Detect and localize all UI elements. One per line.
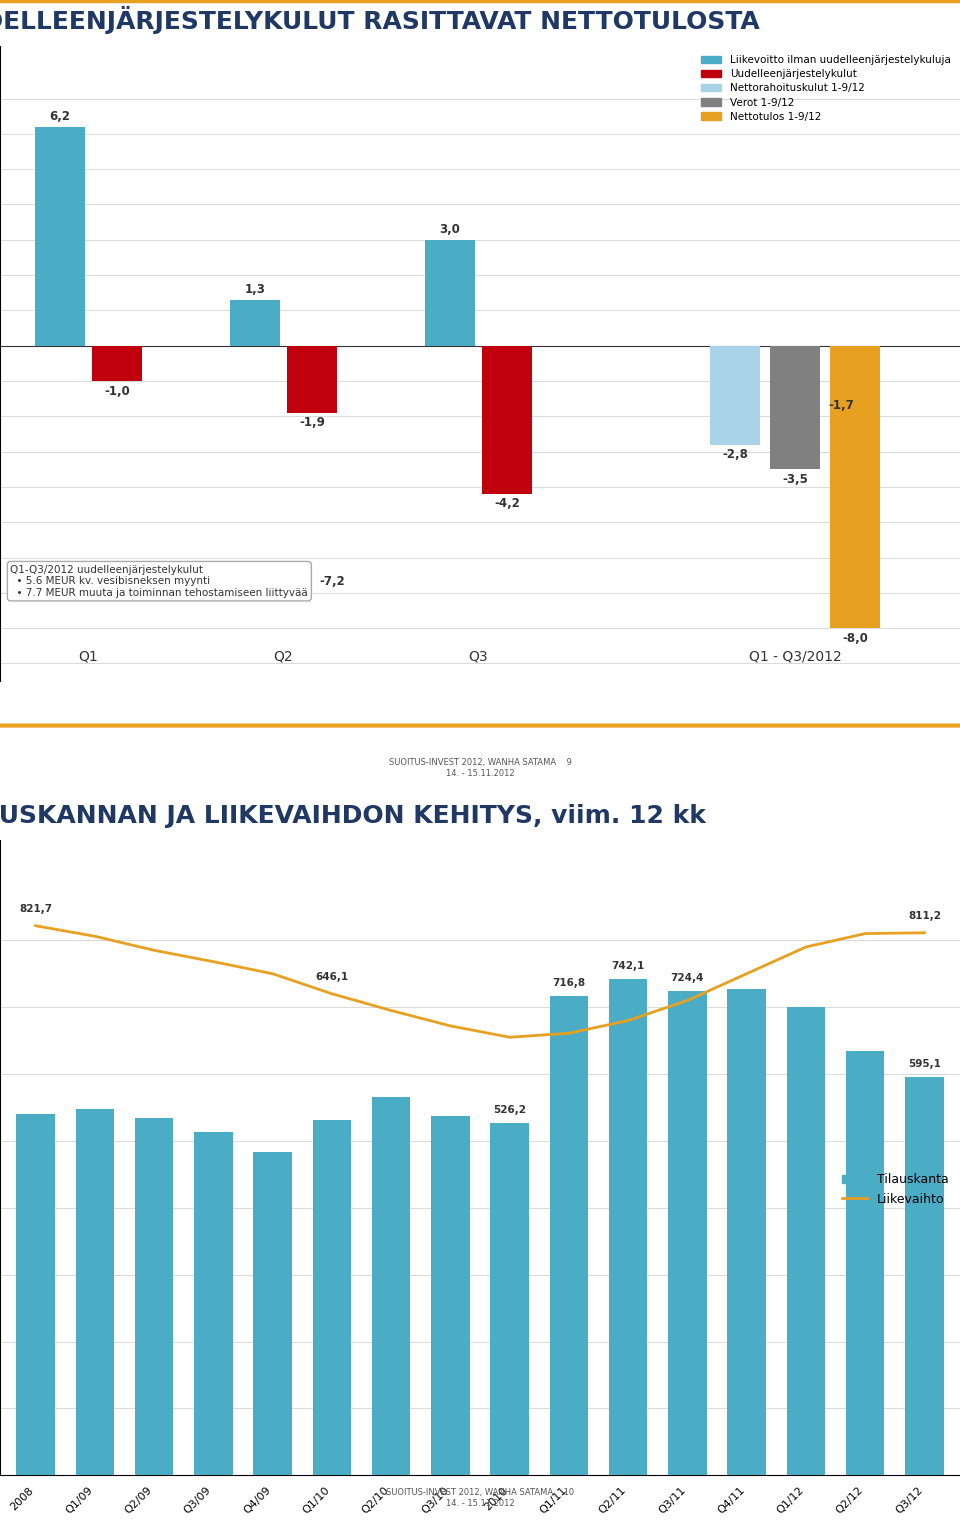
Text: TILAUSKANNAN JA LIIKEVAIHDON KEHITYS, viim. 12 kk: TILAUSKANNAN JA LIIKEVAIHDON KEHITYS, vi… (0, 805, 706, 829)
Bar (668, 990, 707, 1475)
Text: -1,9: -1,9 (300, 417, 324, 429)
Text: Q1-Q3/2012 uudelleenjärjestelykulut
  • 5.6 MEUR kv. vesibisneksen myynti
  • 7.: Q1-Q3/2012 uudelleenjärjestelykulut • 5.… (11, 564, 308, 598)
Bar (770, 345, 820, 470)
Text: -2,8: -2,8 (722, 449, 748, 461)
Bar (313, 1119, 351, 1475)
Bar (230, 300, 279, 345)
Text: SUOITUS-INVEST 2012, WANHA SATAMA    9
14. - 15.11.2012: SUOITUS-INVEST 2012, WANHA SATAMA 9 14. … (389, 759, 571, 777)
Text: Q1: Q1 (79, 649, 98, 663)
Text: -1,0: -1,0 (104, 385, 130, 397)
Text: 595,1: 595,1 (908, 1059, 941, 1069)
Bar (134, 1118, 174, 1475)
Bar (846, 1051, 884, 1475)
Bar (253, 1151, 292, 1475)
Bar (609, 980, 647, 1475)
Text: 646,1: 646,1 (315, 972, 348, 981)
Bar (92, 345, 142, 380)
Text: UUDELLEENJÄRJESTELYKULUT RASITTAVAT NETTOTULOSTA: UUDELLEENJÄRJESTELYKULUT RASITTAVAT NETT… (0, 6, 760, 33)
Legend: Tilauskanta, Liikevaihto: Tilauskanta, Liikevaihto (837, 1168, 953, 1211)
Text: 742,1: 742,1 (612, 961, 645, 970)
Bar (372, 1098, 410, 1475)
Text: 821,7: 821,7 (19, 903, 52, 914)
Text: -3,5: -3,5 (782, 473, 808, 485)
Text: 724,4: 724,4 (671, 973, 704, 983)
Bar (482, 345, 532, 494)
Text: -8,0: -8,0 (842, 631, 868, 645)
Bar (786, 1007, 826, 1475)
Text: 3,0: 3,0 (440, 224, 461, 236)
Text: Q1 - Q3/2012: Q1 - Q3/2012 (749, 649, 841, 663)
Bar (710, 345, 759, 444)
Text: 6,2: 6,2 (50, 111, 70, 123)
Text: SUOITUS-INVEST 2012, WANHA SATAMA    10
14. - 15.11.2012: SUOITUS-INVEST 2012, WANHA SATAMA 10 14.… (386, 1489, 574, 1507)
Legend: Liikevoitto ilman uudelleenjärjestelykuluja, Uudelleenjärjestelykulut, Nettoraho: Liikevoitto ilman uudelleenjärjestelykul… (696, 50, 955, 126)
Text: -4,2: -4,2 (494, 497, 520, 511)
Text: -1,7: -1,7 (828, 399, 853, 412)
Bar (830, 345, 879, 628)
Bar (425, 240, 475, 345)
Text: 1,3: 1,3 (245, 283, 265, 297)
Bar (431, 1116, 469, 1475)
Text: Q3: Q3 (468, 649, 489, 663)
Text: Q2: Q2 (274, 649, 294, 663)
Bar (16, 1113, 55, 1475)
Text: 526,2: 526,2 (493, 1106, 526, 1115)
Bar (194, 1132, 232, 1475)
Bar (36, 126, 84, 345)
Bar (550, 996, 588, 1475)
Bar (491, 1124, 529, 1475)
Text: 716,8: 716,8 (552, 978, 586, 987)
Bar (905, 1077, 944, 1475)
Text: 811,2: 811,2 (908, 911, 941, 920)
Bar (76, 1109, 114, 1475)
Bar (287, 345, 337, 412)
Text: -7,2: -7,2 (320, 575, 346, 587)
Bar (728, 989, 766, 1475)
